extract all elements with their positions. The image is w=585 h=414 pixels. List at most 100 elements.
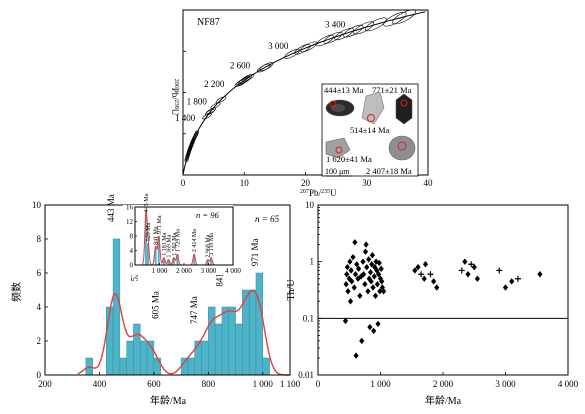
- thu-point: [372, 292, 379, 299]
- thu-point: [359, 337, 365, 345]
- histogram-bars: [85, 238, 270, 376]
- concordia-x-tick-label: 30: [362, 178, 372, 188]
- concordia-ellipse: [241, 73, 255, 82]
- histogram-y-tick-label: 2: [37, 336, 42, 346]
- histogram-bar: [187, 357, 195, 376]
- inset-bars: [144, 214, 213, 265]
- thu-point: [381, 288, 387, 295]
- inset-bar: [162, 257, 165, 265]
- histogram-y-ticks: 0 2 4 6 8 10: [32, 200, 48, 380]
- histogram-x-label: 年龄/Ma: [150, 394, 187, 407]
- thu-x-tick-label: 3 000: [495, 379, 516, 389]
- concordia-ellipse: [300, 41, 318, 53]
- concordia-ellipse: [206, 107, 217, 114]
- thu-point: [361, 271, 367, 278]
- thu-point: [379, 278, 385, 285]
- concordia-sample-label: NF87: [197, 17, 220, 28]
- histogram-bar: [153, 357, 161, 376]
- histogram-bar: [255, 272, 264, 376]
- histogram-bar: [112, 238, 121, 376]
- concordia-ellipse: [210, 102, 221, 109]
- thu-point: [415, 263, 421, 271]
- histogram-inset: 1 000 2 000 3 000 4 000 0 4 8 12 16 445 Ma 529 M…: [123, 193, 241, 275]
- cl-spot-age-3: 514±14 Ma: [350, 125, 390, 135]
- inset-bar: [176, 254, 179, 265]
- thu-point: [369, 261, 375, 268]
- concordia-ellipse: [259, 62, 274, 71]
- concordia-ellipse: [383, 11, 407, 27]
- inset-bar: [157, 236, 160, 265]
- inset-bar: [146, 243, 149, 265]
- analysis-spot-3: [400, 99, 408, 107]
- thu-x-ticks: 0 1 000 2 000 3 000 4 000: [316, 372, 579, 389]
- thu-point: [360, 258, 366, 265]
- thu-point: [509, 278, 515, 285]
- histogram-x-tick-label: 200: [38, 379, 52, 389]
- thu-point: [365, 288, 371, 295]
- thu-point: [366, 256, 372, 263]
- inset-bar: [172, 257, 175, 265]
- thu-point: [352, 271, 359, 278]
- thu-point: [371, 327, 377, 335]
- thu-point: [474, 275, 480, 282]
- inset-bar: [167, 259, 170, 265]
- thu-point: [348, 267, 354, 274]
- thu-point: [349, 278, 355, 285]
- thu-y-ticks: 0.01 0.1 1 10: [298, 200, 322, 380]
- thu-point: [376, 259, 382, 267]
- thu-x-tick-label: 0: [316, 379, 321, 389]
- thu-point: [356, 265, 362, 272]
- inset-peak-label: 1 181 Ma: [162, 232, 168, 255]
- concordia-ellipse: [392, 9, 417, 25]
- inset-bar: [144, 214, 147, 265]
- thu-point: [350, 253, 356, 261]
- histogram-x-ticks: 200 400 600 800 1 000 1 100: [38, 372, 301, 389]
- concordia-panel: NF87 0 10 20 30 40 1 400 1 800 2 200 2 600 3 000…: [170, 9, 433, 198]
- histogram-x-tick-label: 800: [202, 379, 216, 389]
- thu-y-label: Th/U: [286, 279, 297, 301]
- histogram-bar: [119, 357, 127, 376]
- histogram-bar: [126, 340, 134, 376]
- concordia-ellipse: [205, 109, 215, 116]
- concordia-age-label: 2 600: [230, 61, 251, 71]
- thu-point: [468, 261, 475, 268]
- inset-bar: [193, 254, 196, 265]
- analysis-spot-2: [367, 114, 375, 122]
- thu-x-tick-label: 4 000: [558, 379, 579, 389]
- concordia-ellipse: [364, 17, 387, 32]
- thu-point: [378, 265, 384, 272]
- inset-y-tick-label: 12: [126, 218, 134, 226]
- histogram-x-tick-label: 1 100: [280, 379, 301, 389]
- inset-x-ticks: 1 000 2 000 3 000 4 000: [152, 263, 241, 275]
- concordia-x-tick-label: 0: [181, 178, 186, 188]
- concordia-x-label: 207Pb/235U: [300, 188, 337, 198]
- thu-point: [363, 241, 369, 248]
- concordia-age-label: 3 400: [325, 20, 346, 30]
- histogram-peak-label: 971 Ma: [250, 238, 260, 266]
- thu-point: [371, 273, 377, 280]
- histogram-y-tick-label: 10: [32, 200, 42, 210]
- histogram-x-tick-label: 400: [93, 379, 107, 389]
- thu-point: [367, 323, 373, 331]
- cl-image-inset: 444±13 Ma 771±21 Ma 514±14 Ma 1 620±41 M…: [321, 83, 419, 177]
- concordia-age-labels: 1 400 1 800 2 200 2 600 3 000 3 400: [175, 20, 346, 123]
- histogram-bar: [248, 289, 257, 376]
- histogram-bar: [208, 306, 216, 376]
- concordia-ellipse: [215, 96, 227, 104]
- thu-point: [462, 258, 468, 265]
- thu-point: [458, 267, 465, 274]
- inset-peak-label: 1 582 Ma: [172, 232, 178, 255]
- thu-point: [465, 271, 471, 278]
- thu-frame: [317, 204, 569, 376]
- zircon-grain-3: [395, 93, 413, 125]
- thu-point: [369, 252, 375, 259]
- histogram-bar: [194, 340, 202, 376]
- histogram-bar: [201, 340, 209, 376]
- thu-point: [374, 281, 380, 288]
- thu-panel: 0 1 000 2 000 3 000 4 000 0.01 0.1 1 10 年龄/Ma T…: [286, 200, 579, 407]
- thu-point: [367, 269, 374, 276]
- histogram-bar: [221, 306, 229, 376]
- concordia-ellipses: [184, 9, 417, 163]
- histogram-bar: [262, 357, 270, 376]
